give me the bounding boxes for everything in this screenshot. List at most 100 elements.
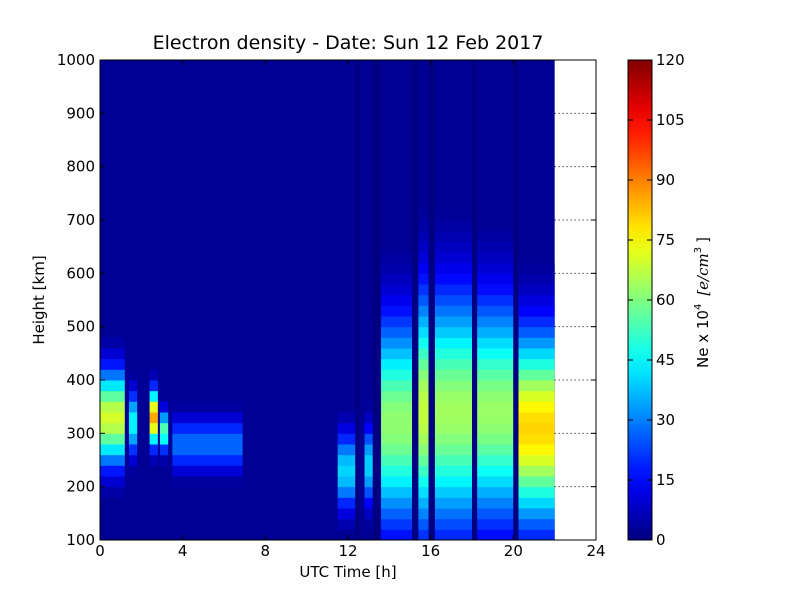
density-cell: [434, 433, 472, 445]
x-axis-label: UTC Time [h]: [299, 563, 396, 581]
density-cell: [517, 486, 555, 498]
density-cell: [159, 412, 169, 424]
density-cell: [100, 380, 125, 392]
density-cell: [100, 348, 125, 360]
density-cell: [434, 348, 472, 360]
density-cell: [172, 401, 243, 413]
data-gap-stripe: [428, 60, 435, 540]
density-cell: [337, 497, 357, 509]
density-cell: [476, 486, 514, 498]
density-column: [337, 412, 357, 530]
density-cell: [418, 348, 429, 360]
density-cell: [128, 380, 138, 392]
density-cell: [149, 380, 158, 392]
density-cell: [517, 380, 555, 392]
density-cell: [517, 401, 555, 413]
density-cell: [517, 465, 555, 477]
density-cell: [418, 273, 429, 285]
density-cell: [476, 380, 514, 392]
density-cell: [364, 433, 373, 445]
density-cell: [476, 518, 514, 530]
density-cell: [517, 529, 555, 541]
density-cell: [434, 401, 472, 413]
density-cell: [381, 380, 413, 392]
density-column: [381, 252, 413, 541]
density-cell: [476, 508, 514, 520]
density-cell: [381, 358, 413, 370]
density-cell: [418, 518, 429, 530]
density-cell: [517, 390, 555, 402]
density-cell: [517, 497, 555, 509]
density-cell: [364, 454, 373, 466]
density-cell: [476, 465, 514, 477]
density-cell: [337, 433, 357, 445]
y-tick-label: 300: [66, 424, 95, 442]
density-cell: [381, 401, 413, 413]
density-cell: [517, 454, 555, 466]
density-cell: [517, 358, 555, 370]
density-cell: [381, 252, 413, 264]
density-cell: [100, 444, 125, 456]
data-gap-stripe: [472, 60, 478, 540]
density-cell: [434, 209, 472, 221]
x-tick-label: 16: [421, 542, 440, 560]
y-tick-label: 800: [66, 158, 95, 176]
density-cell: [434, 508, 472, 520]
density-cell: [434, 294, 472, 306]
density-cell: [381, 497, 413, 509]
density-cell: [517, 284, 555, 296]
density-cell: [434, 529, 472, 541]
density-cell: [418, 230, 429, 242]
data-gap-stripe: [372, 60, 381, 540]
colorbar-tick-label: 90: [656, 171, 675, 189]
colorbar-label-close: ]: [694, 237, 712, 243]
density-cell: [476, 305, 514, 317]
density-cell: [517, 508, 555, 520]
density-cell: [149, 401, 158, 413]
density-cell: [381, 529, 413, 541]
density-cell: [517, 518, 555, 530]
density-cell: [418, 412, 429, 424]
density-cell: [149, 412, 158, 424]
density-cell: [434, 316, 472, 328]
density-cell: [476, 444, 514, 456]
density-cell: [517, 305, 555, 317]
density-cell: [100, 433, 125, 445]
colorbar-tick-label: 60: [656, 291, 675, 309]
x-tick-label: 4: [178, 542, 188, 560]
density-cell: [418, 209, 429, 221]
colorbar-label-unit-exponent: 3: [693, 247, 704, 253]
density-cell: [418, 337, 429, 349]
density-cell: [172, 476, 243, 488]
density-cell: [517, 337, 555, 349]
density-cell: [434, 390, 472, 402]
density-cell: [434, 369, 472, 381]
density-cell: [337, 444, 357, 456]
density-cell: [418, 454, 429, 466]
density-cell: [418, 465, 429, 477]
colorbar-tick-label: 15: [656, 471, 675, 489]
density-cell: [381, 433, 413, 445]
density-cell: [337, 454, 357, 466]
x-tick-label: 20: [504, 542, 523, 560]
density-cell: [476, 348, 514, 360]
density-cell: [100, 337, 125, 349]
density-cell: [100, 476, 125, 488]
density-cell: [364, 422, 373, 434]
y-tick-label: 100: [66, 531, 95, 549]
x-axis: 0 4 8 12 16 20 24: [95, 60, 606, 560]
density-cell: [128, 390, 138, 402]
density-cell: [364, 401, 373, 413]
density-cell: [418, 262, 429, 274]
density-cell: [381, 305, 413, 317]
density-cell: [517, 476, 555, 488]
density-cell: [418, 252, 429, 264]
density-cell: [517, 369, 555, 381]
density-cell: [100, 401, 125, 413]
density-cell: [172, 444, 243, 456]
density-cell: [476, 476, 514, 488]
y-tick-label: 600: [66, 264, 95, 282]
density-cell: [337, 486, 357, 498]
density-cell: [476, 262, 514, 274]
x-tick-label: 8: [261, 542, 271, 560]
